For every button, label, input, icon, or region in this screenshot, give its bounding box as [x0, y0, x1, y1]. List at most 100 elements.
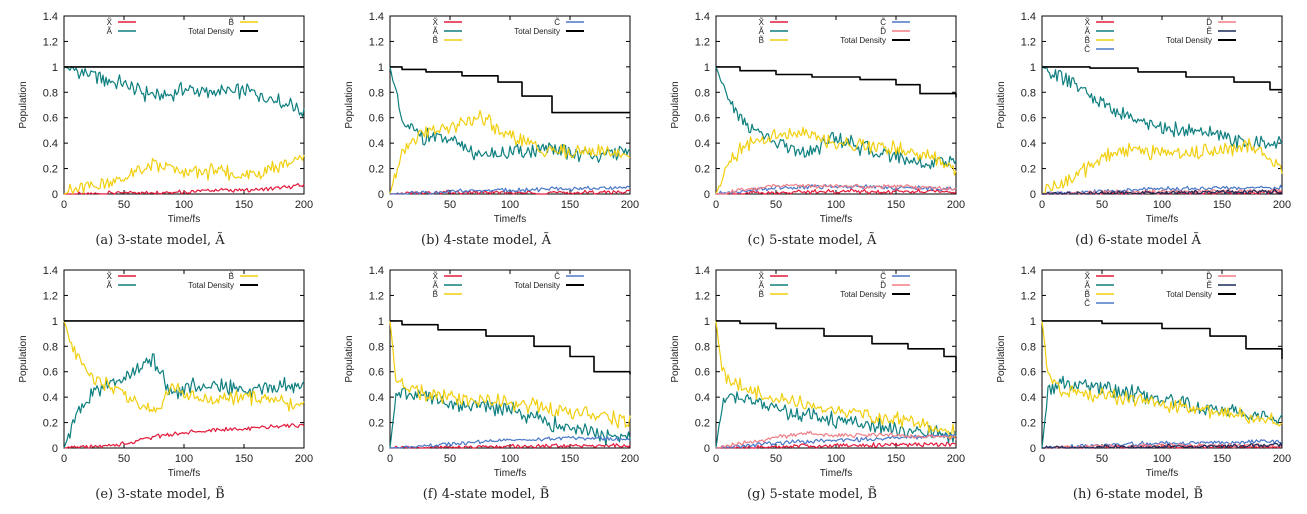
chart-panel-d: 0 0.2 0.4 0.6 0.8 1 1.2 1.4 0 50 100 150 200 Time/fs P…	[978, 0, 1298, 257]
legend-label: X̃	[107, 272, 113, 281]
y-tick-label: 1	[52, 316, 58, 328]
legend-label: C̃	[554, 272, 560, 281]
y-tick-label: 0	[52, 189, 58, 201]
series-line-total	[390, 66, 630, 114]
subfigure-caption: (c) 5-state model, Ã	[747, 233, 877, 248]
legend-label: Total Density	[1166, 36, 1212, 45]
y-tick-label: 0.4	[369, 392, 384, 404]
plot-frame	[1041, 15, 1283, 195]
x-axis-label: Time/fs	[820, 214, 852, 225]
legend-label: X̃	[107, 18, 113, 27]
y-tick-label: 1.2	[369, 36, 384, 48]
legend-label: Total Density	[514, 27, 560, 36]
y-tick-label: 0.6	[369, 113, 384, 125]
y-tick-label: 0.2	[43, 164, 58, 176]
legend-label: D̃	[1206, 272, 1212, 281]
y-tick-label: 0	[704, 189, 710, 201]
y-tick-label: 1.2	[695, 290, 710, 302]
legend-label: B̃	[1085, 290, 1090, 299]
x-tick-label: 50	[770, 199, 782, 211]
series-line-total	[1042, 66, 1282, 91]
y-tick-label: 1.2	[1021, 36, 1036, 48]
y-tick-label: 0	[378, 189, 384, 201]
legend-label: Ã	[107, 281, 113, 290]
legend-label: C̃	[880, 272, 886, 281]
legend-label: C̃	[1084, 45, 1090, 54]
legend-label: Total Density	[840, 36, 886, 45]
y-tick-label: 0.4	[1021, 392, 1036, 404]
y-tick-label: 0.4	[369, 138, 384, 150]
y-tick-label: 1.4	[43, 265, 58, 277]
x-tick-label: 50	[444, 199, 456, 211]
plot-frame	[715, 269, 957, 449]
subfigure-caption: (a) 3-state model, Ã	[95, 233, 225, 248]
x-tick-label: 100	[175, 453, 193, 465]
plot-svg: 0 0.2 0.4 0.6 0.8 1 1.2 1.4 0 50 100 150 200 Time/fs P…	[344, 265, 639, 479]
y-tick-label: 0.6	[369, 367, 384, 379]
x-tick-label: 100	[1153, 199, 1171, 211]
legend-label: X̃	[1085, 18, 1091, 27]
plot-frame	[715, 15, 957, 195]
x-tick-label: 100	[501, 199, 519, 211]
x-tick-label: 0	[713, 199, 719, 211]
y-tick-label: 1	[378, 316, 384, 328]
x-tick-label: 0	[387, 453, 393, 465]
subfigure-caption: (e) 3-state model, B̃	[95, 487, 225, 502]
x-tick-label: 200	[621, 453, 639, 465]
x-tick-label: 150	[1213, 453, 1231, 465]
legend-label: X̃	[759, 18, 765, 27]
plot-svg: 0 0.2 0.4 0.6 0.8 1 1.2 1.4 0 50 100 150 200 Time/fs P…	[344, 11, 639, 225]
legend-label: Ã	[433, 27, 439, 36]
plot-svg: 0 0.2 0.4 0.6 0.8 1 1.2 1.4 0 50 100 150 200 Time/fs P…	[18, 265, 313, 479]
y-tick-label: 0.8	[43, 341, 58, 353]
chart-panel-e: 0 0.2 0.4 0.6 0.8 1 1.2 1.4 0 50 100 150 200 Time/fs P…	[0, 254, 320, 511]
chart-panel-h: 0 0.2 0.4 0.6 0.8 1 1.2 1.4 0 50 100 150 200 Time/fs P…	[978, 254, 1298, 511]
y-tick-label: 1.4	[695, 11, 710, 23]
series-line-b	[715, 320, 957, 440]
subfigure-caption: (h) 6-state model, B̃	[1072, 487, 1204, 502]
series-line-c	[715, 184, 957, 195]
y-tick-label: 1.4	[695, 265, 710, 277]
y-tick-label: 1.2	[369, 290, 384, 302]
y-tick-label: 1	[378, 62, 384, 74]
series-line-d	[715, 183, 957, 195]
y-tick-label: 0.8	[1021, 341, 1036, 353]
y-tick-label: 1.2	[43, 290, 58, 302]
x-axis-label: Time/fs	[820, 468, 852, 479]
chart-panel-a: 0 0.2 0.4 0.6 0.8 1 1.2 1.4 0 50 100 150 200 Time/fs P…	[0, 0, 320, 257]
y-axis-label: Population	[996, 335, 1007, 382]
x-tick-label: 200	[621, 199, 639, 211]
y-tick-label: 0.6	[695, 367, 710, 379]
y-tick-label: 1	[1030, 316, 1036, 328]
x-tick-label: 0	[387, 199, 393, 211]
y-tick-label: 1.2	[1021, 290, 1036, 302]
legend-label: Ã	[759, 281, 765, 290]
subfigure-caption: (g) 5-state model, B̃	[746, 487, 878, 502]
series-line-a	[63, 66, 305, 118]
y-tick-label: 0.2	[1021, 418, 1036, 430]
series-line-d	[715, 430, 957, 449]
subfigure-caption: (b) 4-state model, Ã	[421, 233, 551, 248]
legend-label: Total Density	[840, 290, 886, 299]
y-tick-label: 1	[704, 62, 710, 74]
y-tick-label: 0	[704, 443, 710, 455]
x-axis-label: Time/fs	[1146, 468, 1178, 479]
x-tick-label: 50	[1096, 453, 1108, 465]
plot-frame	[1041, 269, 1283, 449]
plot-svg: 0 0.2 0.4 0.6 0.8 1 1.2 1.4 0 50 100 150 200 Time/fs P…	[18, 11, 313, 225]
y-axis-label: Population	[996, 81, 1007, 128]
x-tick-label: 200	[947, 453, 965, 465]
series-line-b	[715, 126, 957, 195]
y-tick-label: 1	[704, 316, 710, 328]
y-tick-label: 0.2	[43, 418, 58, 430]
legend-label: Total Density	[188, 27, 234, 36]
series-line-c	[1041, 184, 1283, 195]
y-tick-label: 0.6	[695, 113, 710, 125]
y-tick-label: 0.2	[695, 164, 710, 176]
y-axis-label: Population	[344, 335, 355, 382]
legend-label: B̃	[433, 36, 438, 45]
y-tick-label: 1.4	[43, 11, 58, 23]
x-tick-label: 100	[827, 453, 845, 465]
legend-label: X̃	[433, 18, 439, 27]
legend-label: Ã	[1085, 27, 1091, 36]
